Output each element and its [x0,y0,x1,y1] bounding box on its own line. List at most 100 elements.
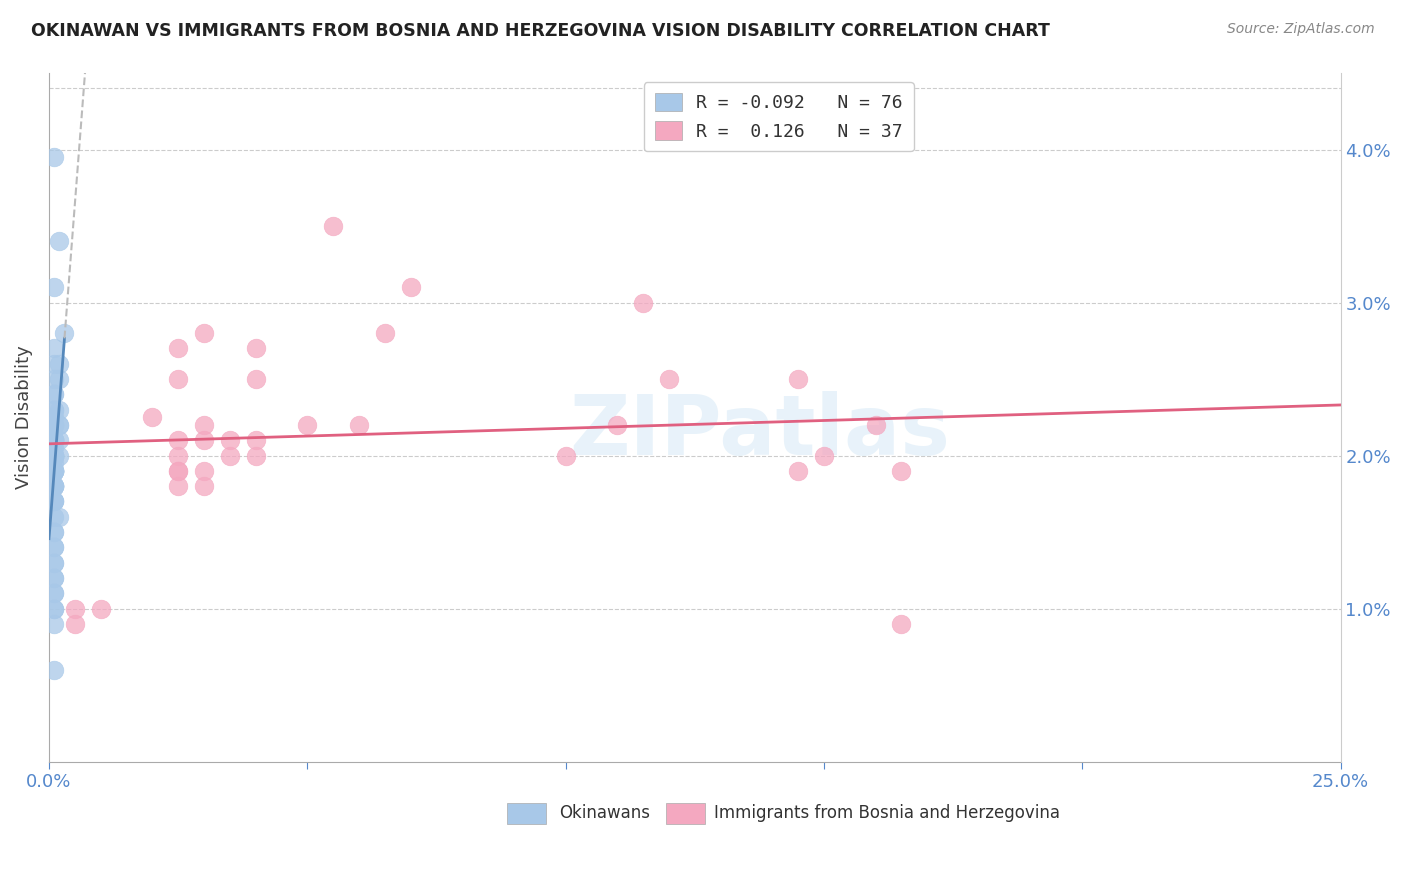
Point [218,434,240,448]
Point [167,372,190,386]
Point [44,479,66,493]
Point [48,402,70,417]
Bar [508,803,546,823]
Point [44,479,66,493]
Point [44,342,66,356]
Point [44,434,66,448]
Point [167,464,190,478]
Point [53,326,76,340]
Point [44,556,66,570]
Point [44,464,66,478]
Point [193,464,215,478]
Point [44,479,66,493]
Point [865,417,887,432]
Point [167,434,190,448]
Point [44,556,66,570]
Point [44,434,66,448]
Point [44,464,66,478]
Point [63,601,86,615]
Point [44,434,66,448]
Point [44,434,66,448]
Point [44,479,66,493]
Point [44,541,66,555]
Text: OKINAWAN VS IMMIGRANTS FROM BOSNIA AND HERZEGOVINA VISION DISABILITY CORRELATION: OKINAWAN VS IMMIGRANTS FROM BOSNIA AND H… [31,22,1050,40]
Point [245,372,267,386]
Point [44,464,66,478]
Point [48,357,70,371]
Text: Immigrants from Bosnia and Herzegovina: Immigrants from Bosnia and Herzegovina [714,805,1060,822]
Point [890,464,912,478]
Point [44,387,66,401]
Point [44,417,66,432]
Point [44,601,66,615]
Point [44,616,66,631]
Point [44,434,66,448]
Text: Okinawans: Okinawans [560,805,650,822]
Point [44,479,66,493]
Point [44,464,66,478]
Point [44,479,66,493]
Point [44,150,66,164]
Point [44,525,66,540]
Point [44,509,66,524]
Point [44,449,66,463]
Point [787,464,810,478]
Point [554,449,576,463]
Point [44,449,66,463]
Point [44,464,66,478]
Point [48,509,70,524]
Point [48,417,70,432]
Point [44,434,66,448]
Point [44,449,66,463]
Point [44,402,66,417]
Point [44,494,66,508]
Point [44,586,66,600]
Text: Source: ZipAtlas.com: Source: ZipAtlas.com [1227,22,1375,37]
Point [44,571,66,585]
Point [44,410,66,425]
Point [245,434,267,448]
Point [44,464,66,478]
Point [44,441,66,455]
Point [63,616,86,631]
Point [297,417,319,432]
Point [90,601,112,615]
Point [167,342,190,356]
Point [193,479,215,493]
Point [44,464,66,478]
Point [44,663,66,677]
Point [48,372,70,386]
Point [48,417,70,432]
Point [193,417,215,432]
Point [44,525,66,540]
Point [44,494,66,508]
Point [347,417,370,432]
Point [48,449,70,463]
Point [606,417,628,432]
Point [44,571,66,585]
Point [44,417,66,432]
Text: ZIPatlas: ZIPatlas [569,391,950,472]
Point [44,586,66,600]
Point [167,479,190,493]
Point [44,464,66,478]
Legend: R = -0.092   N = 76, R =  0.126   N = 37: R = -0.092 N = 76, R = 0.126 N = 37 [644,82,914,152]
Point [44,280,66,294]
Point [245,449,267,463]
Bar [666,803,704,823]
Point [44,402,66,417]
Point [44,449,66,463]
Point [658,372,681,386]
Point [167,464,190,478]
Point [48,434,70,448]
Point [44,456,66,470]
Point [44,357,66,371]
Point [44,372,66,386]
Point [193,434,215,448]
Point [890,616,912,631]
Point [44,449,66,463]
Y-axis label: Vision Disability: Vision Disability [15,345,32,489]
Point [44,449,66,463]
Point [44,494,66,508]
Point [48,235,70,249]
